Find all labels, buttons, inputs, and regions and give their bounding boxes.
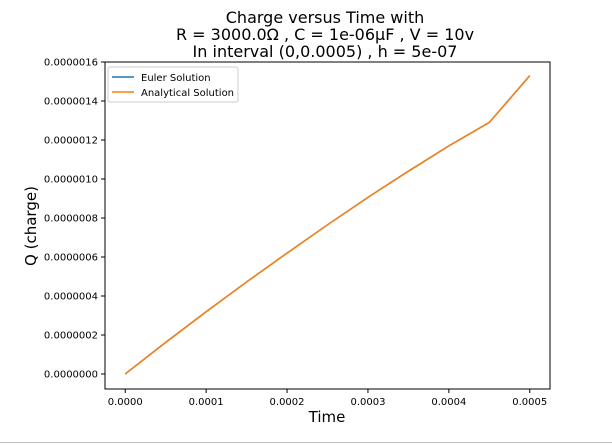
y-axis-label: Q (charge) xyxy=(22,186,40,266)
y-tick-label: 0.0000016 xyxy=(44,58,98,69)
y-tick-label: 0.0000000 xyxy=(44,369,98,380)
x-tick-label: 0.0001 xyxy=(189,397,224,408)
chart-title-line-3: In interval (0,0.0005) , h = 5e-07 xyxy=(193,42,458,61)
x-tick-label: 0.0003 xyxy=(350,397,385,408)
y-tick-label: 0.0000012 xyxy=(44,135,98,146)
y-tick-label: 0.0000004 xyxy=(44,291,98,302)
legend-box xyxy=(107,66,239,103)
y-tick-label: 0.0000002 xyxy=(44,330,98,341)
y-axis-ticks: 0.0000000 0.0000002 0.0000004 0.0000006 0.00… xyxy=(44,58,105,380)
x-tick-label: 0.0002 xyxy=(270,397,305,408)
x-axis-ticks: 0.0000 0.0001 0.0002 0.0003 0.0004 0.0005 xyxy=(108,389,547,408)
series-line-analytical xyxy=(124,75,531,375)
y-tick-label: 0.0000014 xyxy=(44,96,98,107)
chart-title-line-2: R = 3000.0Ω , C = 1e-06μF , V = 10v xyxy=(176,25,474,44)
series-lines xyxy=(124,75,531,375)
y-tick-label: 0.0000010 xyxy=(44,174,98,185)
plot-frame xyxy=(104,61,551,390)
x-tick-label: 0.0004 xyxy=(431,397,466,408)
y-tick-label: 0.0000006 xyxy=(44,252,98,263)
legend: Euler Solution Analytical Solution xyxy=(107,66,239,103)
window-bottom-divider xyxy=(0,442,612,443)
chart-title-line-1: Charge versus Time with xyxy=(226,8,424,27)
legend-label-analytical: Analytical Solution xyxy=(141,88,234,99)
chart-title: Charge versus Time with R = 3000.0Ω , C … xyxy=(176,8,474,61)
legend-label-euler: Euler Solution xyxy=(141,73,211,84)
y-tick-label: 0.0000008 xyxy=(44,213,98,224)
x-tick-label: 0.0000 xyxy=(108,397,143,408)
x-tick-label: 0.0005 xyxy=(512,397,547,408)
x-axis-label: Time xyxy=(308,408,346,426)
